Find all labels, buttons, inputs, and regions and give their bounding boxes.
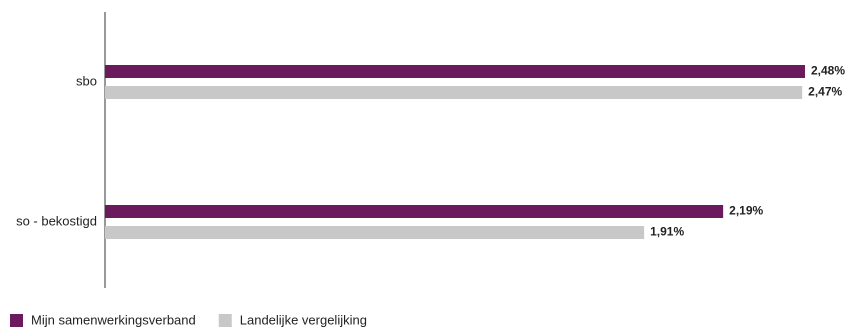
category-label: sbo <box>76 73 97 88</box>
bar <box>105 205 724 218</box>
value-label: 2,47% <box>808 85 842 99</box>
bar <box>105 226 645 239</box>
legend-swatch <box>218 314 232 327</box>
value-label: 1,91% <box>650 225 684 239</box>
value-label: 2,48% <box>811 64 845 78</box>
value-label: 2,19% <box>729 204 763 218</box>
legend-label: Mijn samenwerkingsverband <box>31 312 196 327</box>
category-label: so - bekostigd <box>16 213 97 228</box>
legend-label: Landelijke vergelijking <box>240 312 367 327</box>
bar <box>105 86 803 99</box>
bar <box>105 65 805 78</box>
legend-swatch <box>10 314 23 327</box>
